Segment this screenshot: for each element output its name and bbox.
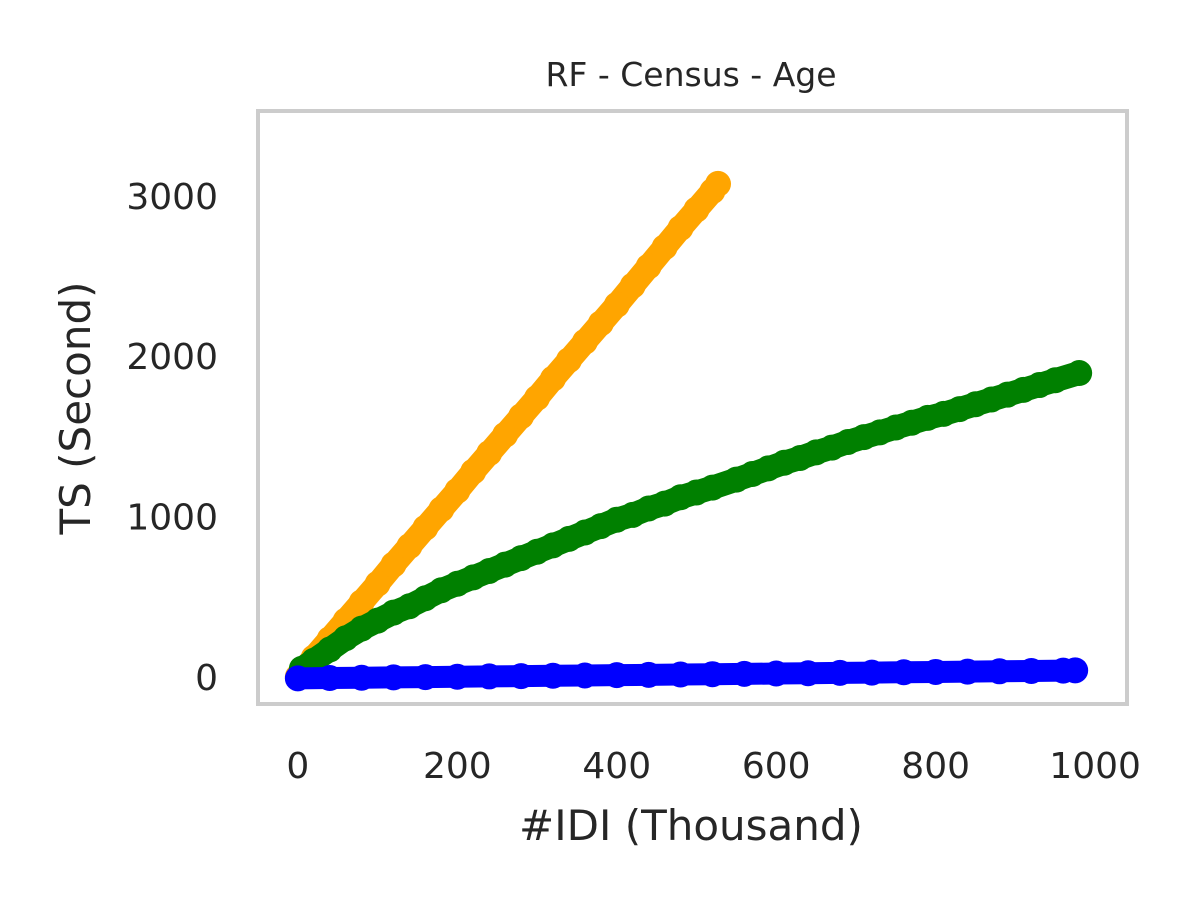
series-2-point [826, 659, 853, 686]
series-0-point [364, 570, 391, 597]
series-0-point [603, 291, 630, 318]
series-1-point [1066, 360, 1093, 387]
series-layer [284, 170, 1093, 692]
series-1-point [699, 474, 726, 501]
series-2-point [348, 664, 375, 691]
x-tick-label: 200 [423, 746, 492, 787]
y-tick-labels: 0 1000 2000 3000 [126, 177, 218, 699]
y-tick-label: 3000 [126, 177, 218, 218]
series-0-point [380, 551, 407, 578]
y-tick-label: 1000 [126, 497, 218, 538]
series-0-point [555, 347, 582, 374]
x-tick-label: 400 [582, 746, 651, 787]
series-2-point [284, 665, 311, 692]
y-tick-label: 0 [195, 658, 218, 699]
series-0-point [705, 170, 732, 197]
series-0-point [587, 310, 614, 337]
series-0-point [571, 328, 598, 355]
series-2-point [890, 659, 917, 686]
series-0-point [667, 214, 694, 241]
series-0-point [539, 365, 566, 392]
series-0-point [619, 272, 646, 299]
x-tick-label: 800 [901, 746, 970, 787]
series-1 [288, 360, 1093, 682]
y-axis-label: TS (Second) [51, 281, 100, 535]
series-2-point [795, 660, 822, 687]
chart-title: RF - Census - Age [545, 55, 836, 94]
x-tick-labels: 0 200 400 600 800 1000 [286, 746, 1141, 787]
series-2-point [316, 665, 343, 692]
series-0-point [396, 533, 423, 560]
series-2-point [1062, 657, 1089, 684]
series-0-point [635, 253, 662, 280]
series-2-point [986, 658, 1013, 685]
series-2-point [699, 661, 726, 688]
series-2-point [922, 658, 949, 685]
series-0-point [508, 403, 535, 430]
series-2-point [508, 663, 535, 690]
series-2-point [1018, 657, 1045, 684]
series-2-point [731, 660, 758, 687]
x-axis-label: #IDI (Thousand) [519, 801, 863, 850]
series-2-point [635, 661, 662, 688]
series-0-point [348, 589, 375, 616]
x-tick-label: 600 [742, 746, 811, 787]
x-tick-label: 0 [286, 746, 309, 787]
series-0-point [476, 440, 503, 467]
series-2-point [412, 664, 439, 691]
plot-frame [256, 109, 1129, 706]
series-0-point [651, 234, 678, 261]
series-2-point [763, 660, 790, 687]
series-2-point [954, 658, 981, 685]
series-2-point [667, 661, 694, 688]
series-0-point [412, 514, 439, 541]
series-2 [284, 657, 1089, 692]
series-2-point [444, 663, 471, 690]
series-2-point [858, 659, 885, 686]
series-2-point [539, 662, 566, 689]
series-1-point [1042, 367, 1069, 394]
series-0-point [524, 384, 551, 411]
y-tick-label: 2000 [126, 337, 218, 378]
series-2-point [603, 662, 630, 689]
series-0-point [492, 421, 519, 448]
series-0-point [460, 458, 487, 485]
series-0-point [444, 477, 471, 504]
series-2-point [380, 664, 407, 691]
series-0-point [683, 196, 710, 223]
series-0-point [428, 496, 455, 523]
x-tick-label: 1000 [1049, 746, 1141, 787]
series-2-point [571, 662, 598, 689]
series-2-point [476, 663, 503, 690]
